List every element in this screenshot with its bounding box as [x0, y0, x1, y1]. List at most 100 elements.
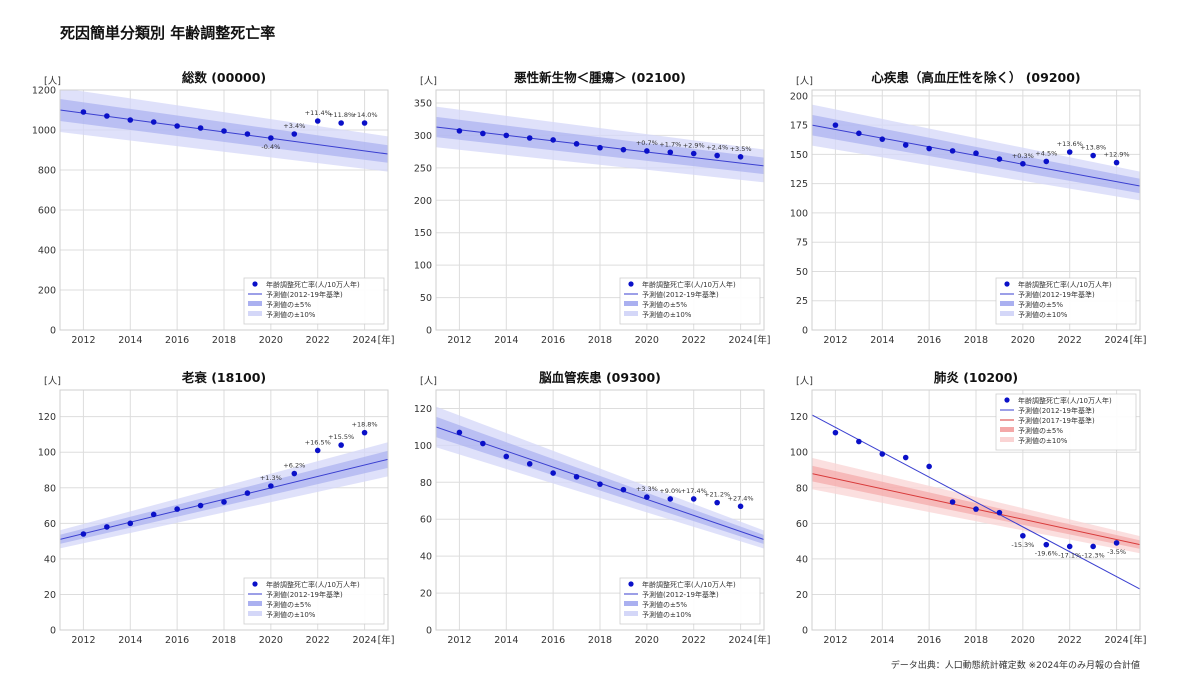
data-point [268, 483, 274, 489]
page-title: 死因簡単分類別 年齢調整死亡率 [60, 24, 276, 42]
data-point [221, 499, 227, 505]
chart-title: 肺炎 (10200) [934, 370, 1018, 385]
data-point [104, 113, 110, 119]
legend-marker [628, 581, 634, 587]
x-tick-label: 2016 [165, 635, 189, 646]
x-tick-label: 2018 [964, 335, 988, 346]
data-point [244, 131, 251, 137]
data-point [526, 461, 533, 467]
legend-label: 予測値(2012-19年基準) [642, 590, 719, 599]
data-point [291, 131, 298, 137]
data-point [480, 130, 486, 137]
legend-label: 予測値の±5% [266, 300, 311, 309]
percent-annotation: -17.1% [1058, 551, 1081, 559]
percent-annotation: +11.8% [328, 111, 354, 119]
data-point [926, 463, 932, 470]
x-tick-label: 2018 [588, 635, 612, 646]
plot-frame [59, 389, 389, 631]
legend-label: 予測値の±10% [266, 610, 316, 619]
chart-panel-0: -0.4% +3.4%+11.4%+11.8%+14.0% 0 200 400 600 80… [32, 70, 395, 346]
percent-annotation: +12.9% [1104, 151, 1130, 159]
data-point [1043, 541, 1050, 548]
legend-marker [624, 611, 638, 616]
percent-annotation: +13.8% [1080, 144, 1106, 152]
band-5pct [60, 450, 388, 544]
data-point [1020, 532, 1026, 539]
percent-annotation: +2.4% [706, 144, 728, 152]
chart-title: 老衰 (18100) [181, 370, 266, 385]
x-tick-label: 2020 [1011, 635, 1035, 646]
x-tick-label: 2024 [352, 635, 376, 646]
x-tick-label: 2018 [212, 635, 236, 646]
legend-label: 予測値の±10% [1018, 310, 1068, 319]
source-note: データ出典：人口動態統計確定数 ※2024年のみ月報の合計値 [890, 661, 1140, 671]
data-point [856, 130, 862, 137]
plot-frame [435, 89, 765, 331]
data-point [221, 128, 227, 134]
y-tick-label: 200 [38, 286, 56, 297]
x-tick-label: 2016 [917, 635, 941, 646]
percent-annotation: +1.3% [260, 474, 282, 482]
percent-annotation: -12.3% [1082, 551, 1105, 559]
legend-marker [624, 311, 638, 316]
percent-annotation: -19.6% [1035, 550, 1058, 558]
x-tick-label: 2016 [541, 635, 565, 646]
y-tick-label: 1200 [32, 86, 56, 97]
legend-box [995, 277, 1137, 325]
y-tick-label: 0 [802, 326, 808, 337]
x-tick-label: 2012 [71, 335, 95, 346]
data-point [573, 141, 580, 147]
percent-annotation: +3.3% [636, 485, 658, 493]
data-point [714, 152, 720, 159]
legend-marker [1000, 437, 1014, 442]
data-point [597, 481, 603, 487]
legend-box [243, 277, 385, 325]
data-point [690, 496, 697, 502]
x-unit-label: [年] [1130, 634, 1147, 646]
data-point [526, 135, 533, 141]
data-point [127, 520, 134, 527]
legend-box [995, 393, 1137, 451]
data-point [1113, 540, 1120, 546]
y-tick-label: 800 [38, 166, 56, 177]
legend-marker [248, 301, 262, 306]
data-point [244, 490, 251, 496]
legend-label: 予測値(2012-19年基準) [642, 290, 719, 299]
percent-annotation: +18.8% [352, 421, 378, 429]
y-tick-label: 100 [38, 448, 56, 459]
data-point [996, 509, 1003, 516]
y-unit-label: [人] [44, 76, 61, 87]
percent-annotation: -0.4% [261, 143, 280, 151]
x-unit-label: [年] [754, 334, 771, 346]
legend-label: 予測値の±5% [642, 300, 687, 309]
y-tick-label: 40 [796, 554, 808, 565]
y-tick-label: 50 [420, 293, 432, 304]
x-tick-label: 2020 [635, 635, 659, 646]
legend-marker [1004, 397, 1010, 403]
y-tick-label: 25 [796, 296, 808, 307]
data-point [644, 494, 650, 500]
x-tick-label: 2014 [870, 335, 894, 346]
data-point [456, 429, 463, 436]
data-point [667, 149, 674, 156]
legend-label: 予測値(2012-19年基準) [266, 590, 343, 599]
x-tick-label: 2012 [447, 335, 471, 346]
y-tick-label: 200 [790, 91, 808, 102]
y-tick-label: 60 [420, 515, 432, 526]
percent-annotation: +3.4% [283, 122, 305, 130]
y-tick-label: 600 [38, 206, 56, 217]
x-tick-label: 2018 [588, 335, 612, 346]
x-tick-label: 2012 [823, 635, 847, 646]
data-point [832, 429, 839, 436]
data-point [338, 442, 344, 448]
y-tick-label: 400 [38, 246, 56, 257]
chart-panel-1: +0.7% +1.7% +2.9% +2.4% +3.5% 0 50 100 150 200 250… [414, 70, 771, 346]
percent-annotation: -3.5% [1107, 548, 1126, 556]
y-tick-label: 40 [44, 554, 56, 565]
data-point [620, 146, 627, 153]
plot-frame [811, 389, 1141, 631]
data-point [338, 120, 344, 126]
y-tick-label: 1000 [32, 126, 56, 137]
data-point [314, 447, 321, 454]
